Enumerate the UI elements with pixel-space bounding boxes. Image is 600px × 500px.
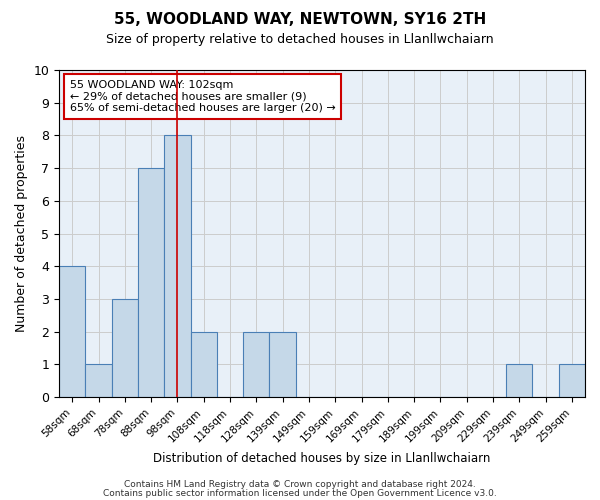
Text: Contains public sector information licensed under the Open Government Licence v3: Contains public sector information licen… — [103, 488, 497, 498]
X-axis label: Distribution of detached houses by size in Llanllwchaiarn: Distribution of detached houses by size … — [154, 452, 491, 465]
Bar — [85, 364, 112, 397]
Bar — [112, 299, 138, 397]
Bar — [269, 332, 296, 397]
Bar — [559, 364, 585, 397]
Text: 55 WOODLAND WAY: 102sqm
← 29% of detached houses are smaller (9)
65% of semi-det: 55 WOODLAND WAY: 102sqm ← 29% of detache… — [70, 80, 335, 113]
Bar — [138, 168, 164, 397]
Bar — [191, 332, 217, 397]
Y-axis label: Number of detached properties: Number of detached properties — [15, 135, 28, 332]
Text: Size of property relative to detached houses in Llanllwchaiarn: Size of property relative to detached ho… — [106, 32, 494, 46]
Bar — [506, 364, 532, 397]
Bar — [59, 266, 85, 397]
Bar — [243, 332, 269, 397]
Bar — [164, 136, 191, 397]
Text: 55, WOODLAND WAY, NEWTOWN, SY16 2TH: 55, WOODLAND WAY, NEWTOWN, SY16 2TH — [114, 12, 486, 28]
Text: Contains HM Land Registry data © Crown copyright and database right 2024.: Contains HM Land Registry data © Crown c… — [124, 480, 476, 489]
